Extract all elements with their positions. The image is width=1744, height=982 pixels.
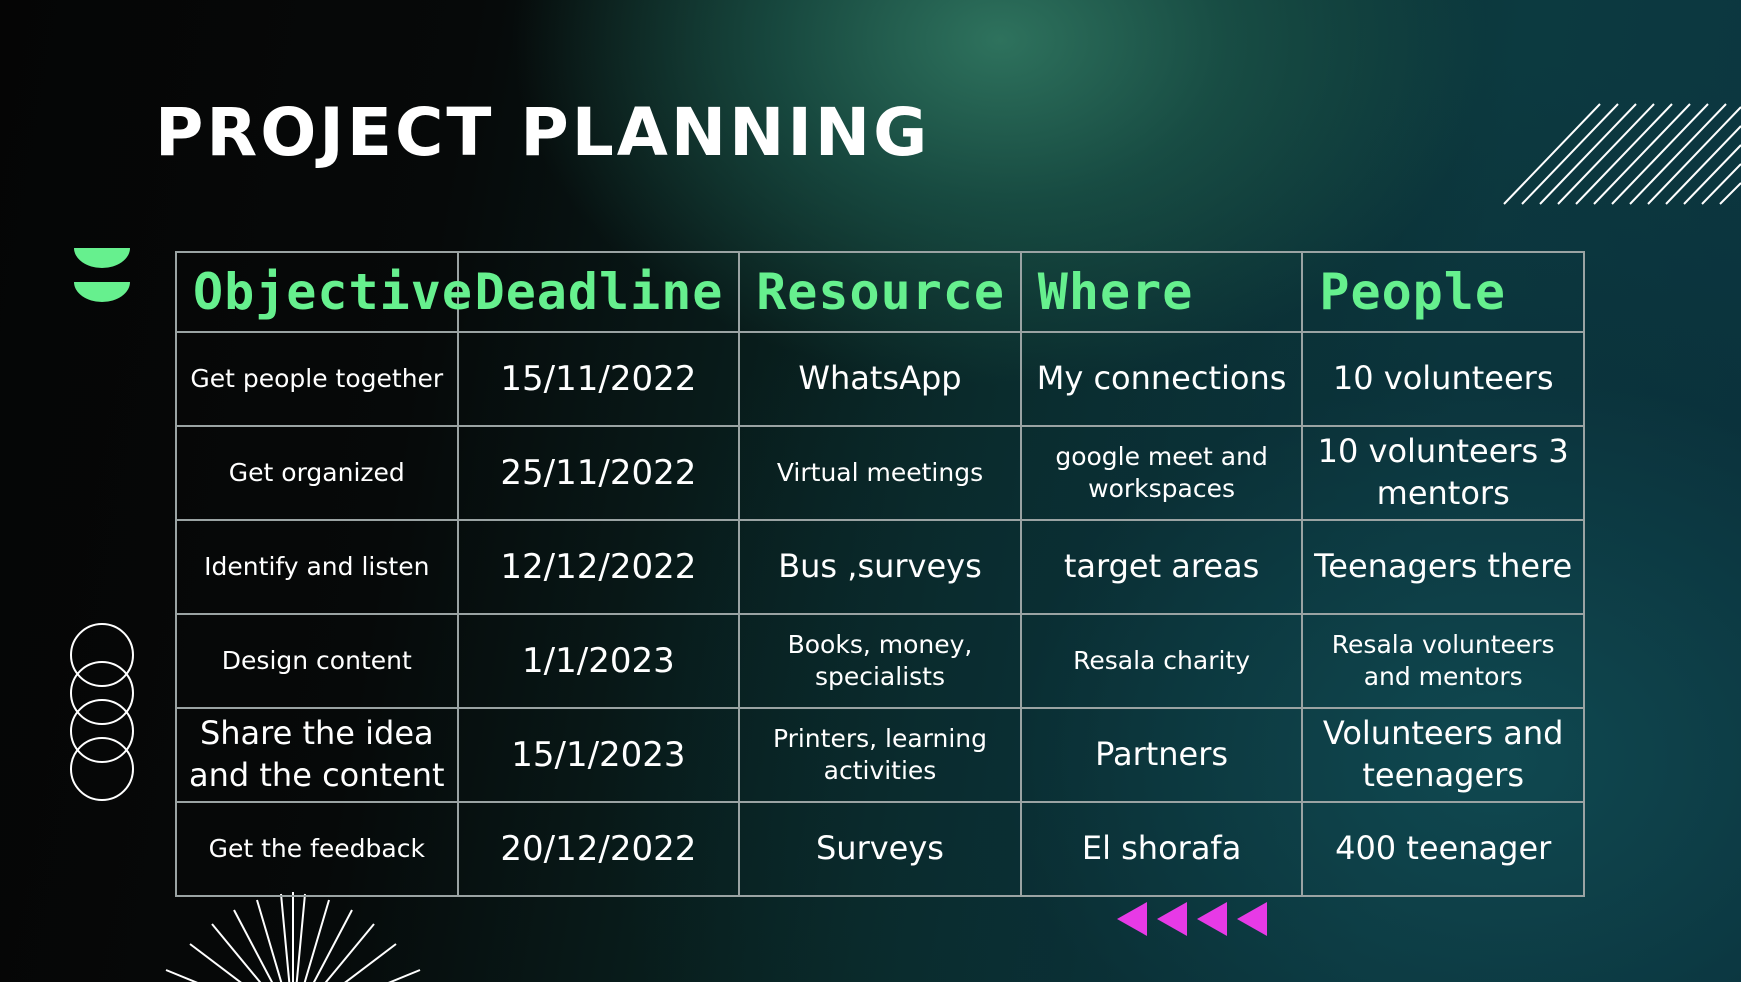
cell-people: Resala volunteers and mentors	[1301, 613, 1585, 709]
cell-where: El shorafa	[1019, 801, 1304, 897]
cell-objective: Get people together	[175, 331, 459, 427]
cell-deadline: 25/11/2022	[456, 425, 741, 521]
cell-objective: Get organized	[175, 425, 459, 521]
stacked-circles-icon	[70, 623, 134, 801]
table-row: Get the feedback 20/12/2022 Surveys El s…	[175, 801, 1585, 897]
cell-objective: Share the idea and the content	[175, 707, 459, 803]
green-half-circles-icon	[74, 248, 130, 302]
cell-where: target areas	[1019, 519, 1304, 615]
cell-deadline: 1/1/2023	[456, 613, 741, 709]
sunburst-lines-icon	[165, 892, 421, 982]
diagonal-lines-icon	[1503, 103, 1741, 205]
cell-deadline: 15/11/2022	[456, 331, 741, 427]
cell-where: google meet and workspaces	[1019, 425, 1304, 521]
cell-people: 10 volunteers 3 mentors	[1301, 425, 1585, 521]
table-row: Share the idea and the content 15/1/2023…	[175, 707, 1585, 803]
header-deadline: Deadline	[456, 251, 741, 333]
planning-table: Objective Deadline Resource Where People…	[175, 251, 1585, 897]
cell-people: 10 volunteers	[1301, 331, 1585, 427]
cell-people: Volunteers and teenagers	[1301, 707, 1585, 803]
cell-resource: Bus ,surveys	[738, 519, 1022, 615]
header-where: Where	[1019, 251, 1304, 333]
cell-people: Teenagers there	[1301, 519, 1585, 615]
header-objective: Objective	[175, 251, 472, 333]
cell-where: My connections	[1019, 331, 1304, 427]
cell-resource: Books, money, specialists	[738, 613, 1022, 709]
cell-objective: Design content	[175, 613, 459, 709]
cell-deadline: 12/12/2022	[456, 519, 741, 615]
cell-objective: Get the feedback	[175, 801, 459, 897]
table-row: Get people together 15/11/2022 WhatsApp …	[175, 331, 1585, 427]
cell-resource: Surveys	[738, 801, 1022, 897]
table-row: Design content 1/1/2023 Books, money, sp…	[175, 613, 1585, 709]
slide-title: PROJECT PLANNING	[155, 94, 931, 171]
cell-resource: WhatsApp	[738, 331, 1022, 427]
cell-deadline: 20/12/2022	[456, 801, 741, 897]
cell-deadline: 15/1/2023	[456, 707, 741, 803]
table-row: Identify and listen 12/12/2022 Bus ,surv…	[175, 519, 1585, 615]
cell-objective: Identify and listen	[175, 519, 459, 615]
rewind-triangles-icon	[1117, 902, 1267, 936]
cell-where: Resala charity	[1019, 613, 1304, 709]
cell-resource: Virtual meetings	[738, 425, 1022, 521]
cell-people: 400 teenager	[1301, 801, 1585, 897]
table-header-row: Objective Deadline Resource Where People	[175, 251, 1585, 333]
table-row: Get organized 25/11/2022 Virtual meeting…	[175, 425, 1585, 521]
header-resource: Resource	[738, 251, 1022, 333]
cell-resource: Printers, learning activities	[738, 707, 1022, 803]
cell-where: Partners	[1019, 707, 1304, 803]
header-people: People	[1301, 251, 1585, 333]
